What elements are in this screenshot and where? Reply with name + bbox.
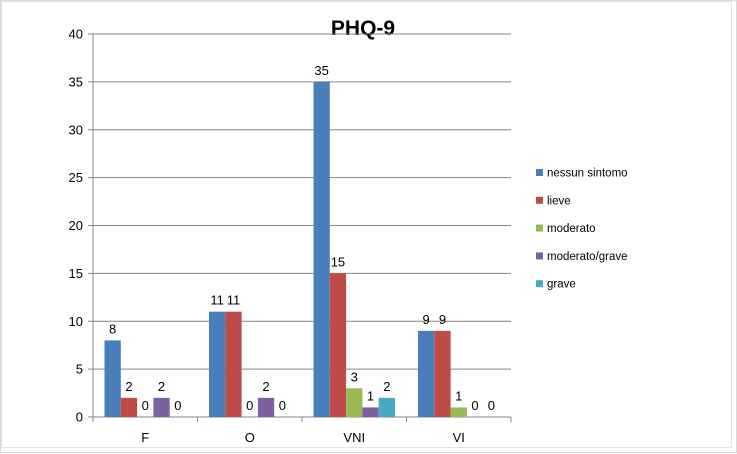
data-label: 35 <box>314 63 328 78</box>
y-tick-label: 10 <box>69 314 83 329</box>
data-label: 11 <box>227 293 241 308</box>
y-tick-label: 15 <box>69 266 83 281</box>
data-label: 0 <box>142 398 149 413</box>
x-tick-label: VI <box>453 430 465 445</box>
bar <box>225 311 242 417</box>
legend-label: moderato <box>547 223 596 235</box>
bar <box>378 397 395 417</box>
y-tick-label: 20 <box>69 218 83 233</box>
data-label: 2 <box>158 379 165 394</box>
data-label: 2 <box>262 379 269 394</box>
bar <box>418 330 435 417</box>
bar <box>346 388 363 417</box>
legend-swatch <box>536 280 543 288</box>
data-label: 9 <box>439 312 446 327</box>
legend-swatch <box>536 252 543 260</box>
y-tick-label: 25 <box>69 170 83 185</box>
data-label: 9 <box>423 312 430 327</box>
legend-label: grave <box>547 279 576 291</box>
x-tick-label: F <box>141 430 149 445</box>
data-label: 8 <box>109 321 116 336</box>
y-tick-label: 30 <box>69 122 83 137</box>
bar <box>120 397 138 417</box>
legend-swatch <box>536 169 543 176</box>
bar <box>313 81 330 417</box>
data-label: 15 <box>331 254 345 269</box>
data-label: 3 <box>351 369 358 384</box>
y-tick-label: 5 <box>76 362 83 377</box>
bar <box>434 330 451 417</box>
data-label: 0 <box>471 398 478 413</box>
legend-label: nessun sintomo <box>547 168 628 180</box>
chart-area <box>1 1 732 448</box>
data-label: 11 <box>210 293 224 308</box>
legend-swatch <box>536 196 543 204</box>
y-tick-label: 0 <box>76 410 83 425</box>
bar <box>329 273 347 417</box>
data-label: 1 <box>455 388 462 403</box>
y-tick-label: 35 <box>69 74 83 89</box>
data-label: 1 <box>367 388 374 403</box>
bar <box>209 311 226 417</box>
data-label: 0 <box>246 398 253 413</box>
x-tick-label: VNI <box>343 430 365 445</box>
data-label: 0 <box>488 398 495 413</box>
data-label: 2 <box>383 379 390 394</box>
legend-label: lieve <box>547 195 571 207</box>
legend-label: moderato/grave <box>547 251 628 263</box>
bar <box>153 397 170 417</box>
bar <box>362 407 379 417</box>
chart-title: PHQ-9 <box>331 17 395 40</box>
data-label: 0 <box>279 398 286 413</box>
data-label: 0 <box>174 398 181 413</box>
legend-swatch <box>536 224 543 232</box>
x-tick-label: O <box>245 430 255 445</box>
bar <box>104 340 121 417</box>
bar <box>450 407 467 417</box>
data-label: 2 <box>125 379 132 394</box>
bar <box>257 397 275 417</box>
y-tick-label: 40 <box>69 27 83 42</box>
